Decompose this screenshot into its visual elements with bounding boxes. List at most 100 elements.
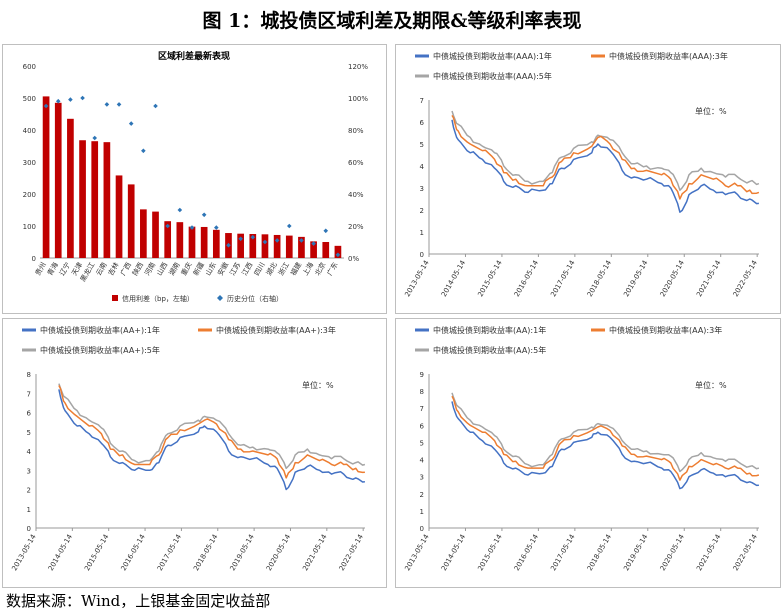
y-tick-label: 1 bbox=[420, 229, 424, 237]
y-tick-label: 8 bbox=[27, 371, 31, 379]
legend-label-percentile: 历史分位（右轴） bbox=[227, 294, 283, 303]
x-tick-label: 2013-05-14 bbox=[403, 259, 431, 299]
bar bbox=[237, 233, 244, 258]
x-tick-label: 2020-05-14 bbox=[659, 533, 687, 573]
source-note: 数据来源：Wind，上银基金固定收益部 bbox=[6, 592, 271, 610]
x-tick-label: 2022-05-14 bbox=[338, 533, 366, 573]
bar-left-tick-label: 200 bbox=[23, 191, 36, 199]
bar bbox=[261, 234, 269, 258]
bar bbox=[79, 140, 86, 258]
x-tick-label: 2013-05-14 bbox=[403, 533, 431, 573]
legend-label: 中债城投债到期收益率(AA):5年 bbox=[433, 345, 546, 355]
line-chart-frame bbox=[395, 318, 781, 588]
x-tick-label: 2016-05-14 bbox=[513, 533, 541, 573]
x-tick-label: 2018-05-14 bbox=[586, 533, 614, 573]
x-tick-label: 2013-05-14 bbox=[10, 533, 38, 573]
y-tick-label: 7 bbox=[420, 405, 424, 413]
bar-category-label: 青海 bbox=[45, 261, 60, 278]
bar bbox=[334, 245, 342, 258]
bar-right-tick-label: 40% bbox=[348, 191, 364, 199]
bar bbox=[298, 236, 305, 258]
bar bbox=[164, 221, 172, 258]
x-tick-label: 2016-05-14 bbox=[513, 259, 541, 299]
legend-label: 中债城投债到期收益率(AAA):1年 bbox=[433, 51, 552, 61]
series-line bbox=[58, 385, 365, 479]
bar bbox=[200, 226, 208, 258]
x-tick-label: 2017-05-14 bbox=[549, 259, 577, 299]
bar-chart-title: 区域利差最新表现 bbox=[158, 50, 230, 62]
x-tick-label: 2015-05-14 bbox=[83, 533, 111, 573]
legend-swatch-spread bbox=[112, 295, 118, 301]
bar-chart-panel: 区域利差最新表现 0 100 200 300 400 500 600 0% 20% 40% 60% 80… bbox=[2, 44, 387, 314]
series-line bbox=[58, 389, 365, 491]
y-tick-label: 2 bbox=[420, 207, 424, 215]
bar-category-label: 河南 bbox=[142, 261, 157, 278]
series-line bbox=[451, 395, 760, 481]
bar-category-label: 北京 bbox=[313, 261, 328, 278]
percentile-marker bbox=[214, 225, 219, 230]
legend-label-spread: 信用利差（bp，左轴） bbox=[122, 294, 194, 303]
percentile-marker bbox=[68, 97, 73, 102]
y-tick-label: 5 bbox=[27, 429, 31, 437]
percentile-marker bbox=[201, 212, 207, 218]
series-line bbox=[451, 392, 760, 473]
bar-right-tick-label: 20% bbox=[348, 223, 364, 231]
percentile-marker bbox=[323, 228, 329, 234]
bar bbox=[67, 118, 74, 258]
x-tick-label: 2014-05-14 bbox=[440, 533, 468, 573]
percentile-marker bbox=[250, 234, 256, 240]
line-chart-aaplus-panel: 中债城投债到期收益率(AA+):1年 中债城投债到期收益率(AA+):3年 中债城投… bbox=[2, 318, 387, 588]
percentile-marker bbox=[128, 121, 134, 126]
x-tick-label: 2020-05-14 bbox=[265, 533, 293, 573]
bar-category-label: 福建 bbox=[288, 261, 303, 278]
line-chart-aaa-panel: 中债城投债到期收益率(AAA):1年 中债城投债到期收益率(AAA):3年 中债城投… bbox=[395, 44, 781, 314]
y-tick-label: 9 bbox=[420, 371, 424, 379]
bar bbox=[54, 102, 62, 258]
bar bbox=[42, 96, 50, 259]
bar-left-tick-label: 500 bbox=[23, 95, 36, 103]
percentile-marker bbox=[43, 103, 49, 109]
y-tick-label: 8 bbox=[420, 388, 424, 396]
bar-category-label: 陕西 bbox=[130, 261, 145, 278]
legend-swatch-percentile bbox=[217, 295, 223, 301]
y-tick-label: 7 bbox=[420, 97, 424, 105]
line-chart-aa: 中债城投债到期收益率(AA):1年 中债城投债到期收益率(AA):3年中债城投债到… bbox=[395, 318, 781, 588]
x-tick-label: 2022-05-14 bbox=[732, 259, 760, 299]
percentile-marker bbox=[104, 102, 110, 107]
y-tick-label: 4 bbox=[420, 163, 425, 171]
bar bbox=[249, 234, 257, 258]
bar bbox=[273, 234, 281, 258]
bar bbox=[212, 229, 220, 258]
bar-category-label: 辽宁 bbox=[57, 261, 72, 278]
legend-label: 中债城投债到期收益率(AA):3年 bbox=[609, 325, 722, 335]
percentile-marker bbox=[311, 241, 316, 246]
bar-category-label: 山东 bbox=[203, 261, 218, 278]
y-tick-label: 1 bbox=[27, 506, 31, 514]
bar-left-tick-label: 600 bbox=[23, 63, 36, 71]
percentile-marker bbox=[189, 225, 195, 230]
x-tick-label: 2014-05-14 bbox=[440, 259, 468, 299]
bar-category-label: 新疆 bbox=[191, 261, 206, 278]
percentile-marker bbox=[55, 98, 61, 104]
unit-label: 单位：% bbox=[695, 380, 727, 390]
legend-label: 中债城投债到期收益率(AA):1年 bbox=[433, 325, 546, 335]
x-tick-label: 2021-05-14 bbox=[301, 533, 329, 573]
y-tick-label: 1 bbox=[420, 508, 424, 516]
bar bbox=[188, 226, 196, 258]
y-tick-label: 4 bbox=[420, 457, 425, 465]
line-chart-frame bbox=[395, 44, 781, 314]
line-chart-aaa: 中债城投债到期收益率(AAA):1年 中债城投债到期收益率(AAA):3年中债城投… bbox=[395, 44, 781, 314]
percentile-marker bbox=[262, 239, 268, 245]
bar-category-label: 广东 bbox=[325, 261, 340, 278]
x-tick-label: 2016-05-14 bbox=[120, 533, 148, 573]
bar-right-tick-label: 100% bbox=[348, 95, 368, 103]
series-line bbox=[451, 401, 759, 490]
y-tick-label: 0 bbox=[420, 251, 424, 259]
x-tick-label: 2018-05-14 bbox=[192, 533, 220, 573]
percentile-marker bbox=[116, 102, 122, 107]
bar bbox=[91, 141, 99, 258]
line-chart-frame bbox=[2, 318, 387, 588]
bar-right-tick-label: 80% bbox=[348, 127, 364, 135]
percentile-marker bbox=[226, 242, 231, 248]
y-tick-label: 6 bbox=[27, 410, 32, 418]
